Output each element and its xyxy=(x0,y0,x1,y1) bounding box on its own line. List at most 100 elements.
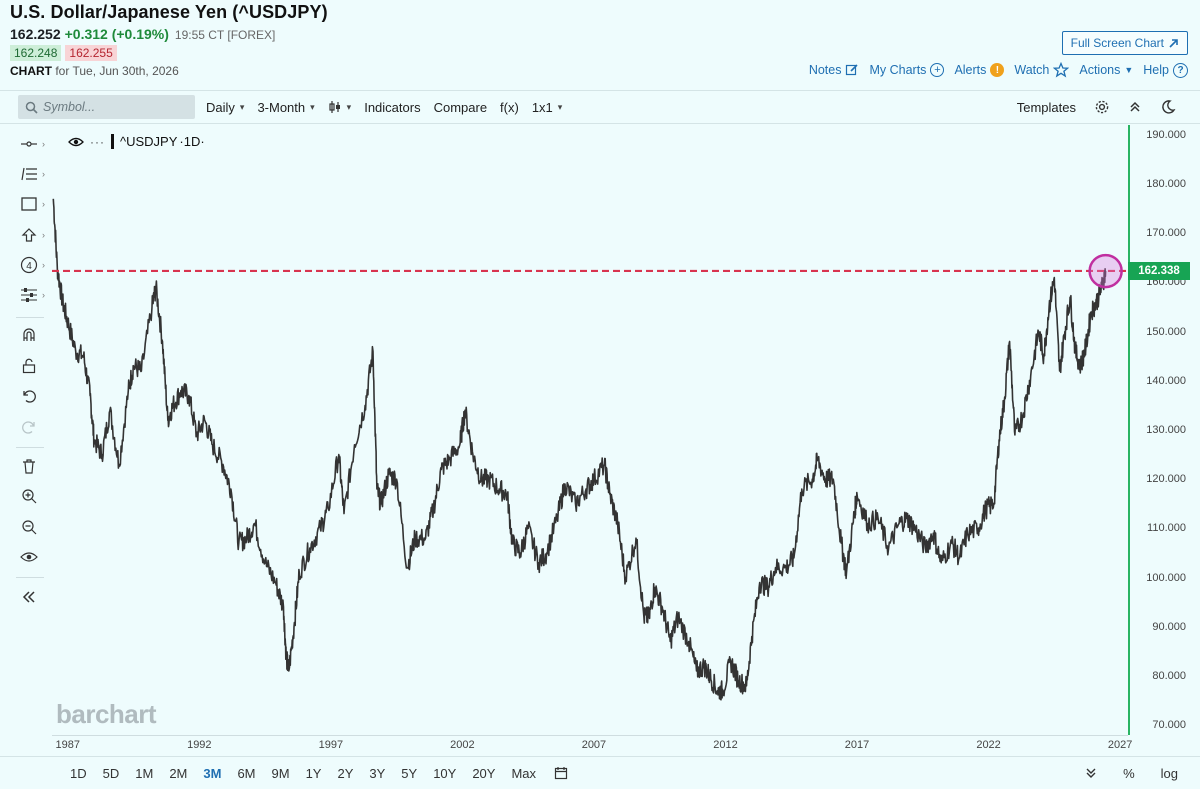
fx-button[interactable]: f(x) xyxy=(498,100,521,115)
numbered-circle-icon: 4 xyxy=(20,256,38,274)
legend-color-swatch xyxy=(111,134,114,149)
calendar-icon[interactable] xyxy=(554,766,568,780)
y-tick-label: 70.000 xyxy=(1152,719,1186,732)
chevron-right-icon: › xyxy=(42,169,45,179)
x-tick-label: 1992 xyxy=(187,739,212,751)
scale-options: % log xyxy=(1085,766,1178,781)
period-2m[interactable]: 2M xyxy=(169,765,188,781)
period-max[interactable]: Max xyxy=(511,765,537,781)
double-chevron-down-icon[interactable] xyxy=(1085,767,1097,779)
collapse-tools-button[interactable] xyxy=(18,586,40,608)
redo-button[interactable] xyxy=(18,416,40,438)
period-bar: 1D 5D 1M 2M 3M 6M 9M 1Y 2Y 3Y 5Y 10Y 20Y Max % log xyxy=(0,756,1200,789)
bid-ask: 162.248 162.255 xyxy=(10,45,328,61)
drawing-tools: › › › › 4 › › xyxy=(0,125,52,735)
templates-button[interactable]: Templates xyxy=(1016,99,1076,115)
alert-badge-icon: ! xyxy=(990,63,1005,77)
symbol-search[interactable] xyxy=(18,95,195,119)
x-tick-label: 2027 xyxy=(1107,739,1133,751)
rectangle-icon xyxy=(21,197,37,211)
period-10y[interactable]: 10Y xyxy=(433,765,457,781)
legend-menu[interactable]: ··· xyxy=(90,134,105,149)
notes-label: Notes xyxy=(808,63,842,77)
my-charts-link[interactable]: My Charts + xyxy=(869,63,945,77)
help-link[interactable]: Help ? xyxy=(1143,62,1188,78)
arrow-tool[interactable] xyxy=(18,224,40,246)
svg-text:4: 4 xyxy=(26,261,32,272)
rectangle-tool[interactable] xyxy=(18,193,40,215)
range-select[interactable]: 3-Month ▾ xyxy=(255,100,316,115)
alerts-link[interactable]: Alerts ! xyxy=(954,63,1005,77)
magnet-button[interactable] xyxy=(18,324,40,346)
indicators-button[interactable]: Indicators xyxy=(362,100,422,115)
quote-time: 19:55 CT [FOREX] xyxy=(174,28,276,42)
period-3m[interactable]: 3M xyxy=(203,765,222,781)
page-title: U.S. Dollar/Japanese Yen (^USDJPY) xyxy=(10,2,328,22)
layout-label: 1x1 xyxy=(531,99,553,115)
measure-tool[interactable] xyxy=(18,284,40,306)
period-2y[interactable]: 2Y xyxy=(337,765,354,781)
y-tick-label: 130.000 xyxy=(1146,424,1186,436)
chevron-down-icon: ▾ xyxy=(310,101,315,112)
magnet-icon xyxy=(23,328,35,341)
interval-select[interactable]: Daily ▾ xyxy=(204,100,246,115)
notes-link[interactable]: Notes xyxy=(809,63,860,77)
eye-icon[interactable] xyxy=(68,136,84,148)
period-5d[interactable]: 5D xyxy=(102,765,120,781)
watch-link[interactable]: Watch xyxy=(1014,62,1070,78)
number-tool[interactable]: 4 xyxy=(18,254,40,276)
lock-button[interactable] xyxy=(18,355,40,377)
zoom-out-button[interactable] xyxy=(18,516,40,538)
period-9m[interactable]: 9M xyxy=(271,765,290,781)
period-5y[interactable]: 5Y xyxy=(401,765,418,781)
list-lines-icon xyxy=(21,167,37,181)
period-20y[interactable]: 20Y xyxy=(472,765,496,781)
period-selector: 1D 5D 1M 2M 3M 6M 9M 1Y 2Y 3Y 5Y 10Y 20Y Max xyxy=(62,766,544,781)
current-price-tag: 162.338 xyxy=(1128,261,1190,280)
compare-label: Compare xyxy=(433,99,488,115)
search-icon xyxy=(25,101,38,114)
sliders-icon xyxy=(21,288,37,302)
undo-button[interactable] xyxy=(18,385,40,407)
symbol-input[interactable] xyxy=(43,100,183,114)
line-tool[interactable] xyxy=(18,133,40,155)
price-chart[interactable] xyxy=(52,125,1128,735)
x-tick-label: 2002 xyxy=(450,739,475,751)
period-1d[interactable]: 1D xyxy=(70,765,87,781)
moon-icon[interactable] xyxy=(1160,99,1176,115)
layout-select[interactable]: 1x1 ▾ xyxy=(530,100,565,115)
collapse-icon[interactable] xyxy=(1128,100,1142,114)
percent-scale-toggle[interactable]: % xyxy=(1123,765,1135,781)
time-axis[interactable]: 1987 1992 1997 2002 2007 2012 2017 2022 2027 xyxy=(52,735,1132,755)
zoom-in-button[interactable] xyxy=(18,485,40,507)
candlestick-icon xyxy=(329,101,340,113)
chevron-down-icon: ▾ xyxy=(557,101,563,112)
log-scale-toggle[interactable]: log xyxy=(1160,765,1178,781)
fib-tool[interactable] xyxy=(18,163,40,185)
actions-label: Actions xyxy=(1079,63,1121,77)
period-6m[interactable]: 6M xyxy=(237,765,256,781)
period-3y[interactable]: 3Y xyxy=(369,765,386,781)
chevron-down-icon: ▾ xyxy=(239,101,245,112)
star-icon xyxy=(1053,62,1070,78)
price-axis[interactable]: 190.000 180.000 170.000 160.000 150.000 140.0… xyxy=(1128,125,1200,735)
visibility-button[interactable] xyxy=(18,546,40,568)
full-screen-label: Full Screen Chart xyxy=(1070,36,1164,50)
chart-type-select[interactable]: ▾ xyxy=(326,100,354,114)
gear-icon[interactable] xyxy=(1094,99,1110,115)
chart-legend: ··· ^USDJPY ·1D· xyxy=(68,134,205,149)
chart-toolbar: Daily ▾ 3-Month ▾ ▾ Indicators Compare f(x… xyxy=(0,90,1200,124)
period-1y[interactable]: 1Y xyxy=(305,765,322,781)
y-tick-label: 180.000 xyxy=(1146,178,1186,191)
trash-icon xyxy=(23,459,35,474)
chevron-right-icon: › xyxy=(42,260,45,270)
line-tool-icon xyxy=(21,141,37,147)
delete-button[interactable] xyxy=(18,455,40,477)
period-1m[interactable]: 1M xyxy=(135,765,154,781)
compare-button[interactable]: Compare xyxy=(432,100,489,115)
x-tick-label: 2022 xyxy=(976,739,1001,751)
full-screen-chart-button[interactable]: Full Screen Chart xyxy=(1061,31,1188,55)
add-circle-icon: + xyxy=(930,63,945,77)
chevron-right-icon: › xyxy=(42,199,45,209)
actions-menu[interactable]: Actions ▼ xyxy=(1079,63,1133,77)
